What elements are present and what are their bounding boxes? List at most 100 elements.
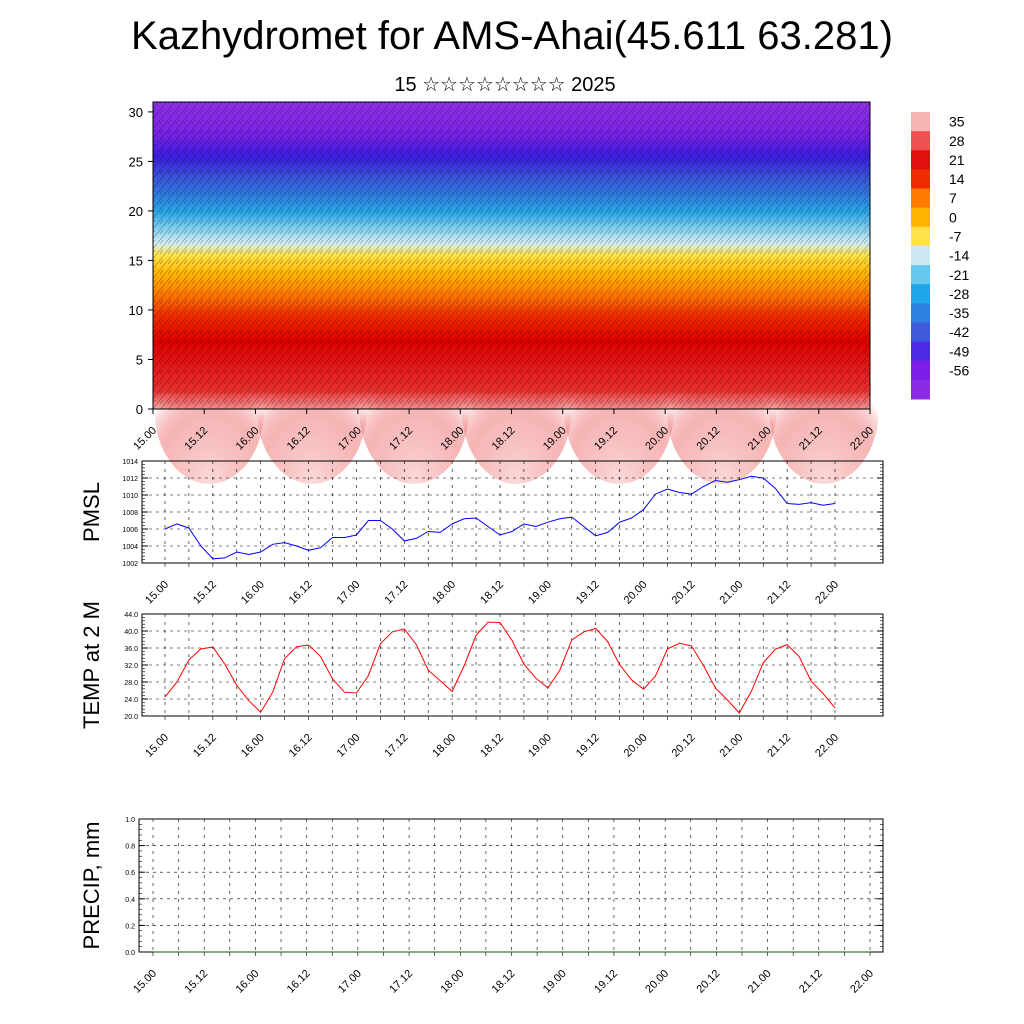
x-tick-label: 18.12 <box>478 579 506 607</box>
x-tick-label: 15.12 <box>191 732 219 760</box>
series-line <box>164 475 836 560</box>
y-axis-label: TEMP at 2 M <box>79 601 104 729</box>
y-tick-label: 0.8 <box>125 844 135 851</box>
x-tick-label: 17.12 <box>387 968 415 996</box>
colorbar-label: -14 <box>949 248 969 264</box>
x-tick-label: 20.00 <box>643 968 671 996</box>
x-tick-label: 15.12 <box>191 579 219 607</box>
y-tick-label: 0.2 <box>125 923 135 930</box>
y-tick-label: 1002 <box>122 561 138 568</box>
x-tick-label: 19.00 <box>526 732 554 760</box>
colorbar-cell <box>911 131 930 151</box>
colorbar-cell <box>911 188 930 209</box>
x-tick-label: 21.00 <box>717 732 745 760</box>
x-tick-label: 17.12 <box>382 579 410 607</box>
x-tick-label: 22.00 <box>813 579 841 607</box>
x-tick-label: 16.00 <box>239 732 267 760</box>
x-tick-label: 15.00 <box>143 732 171 760</box>
precip-panel: 0.0 0.2 0.4 0.6 0.8 1.0 15.00 15.12 16.00 16.12 17… <box>79 817 884 996</box>
y-tick-label: 20 <box>129 204 143 219</box>
x-tick-label: 21.12 <box>765 732 793 760</box>
y-tick-label: 1006 <box>122 527 138 534</box>
y-tick-label: 1010 <box>122 493 138 500</box>
x-tick-label: 21.12 <box>765 579 793 607</box>
y-tick-label: 30 <box>129 105 143 120</box>
y-tick-label: 1.0 <box>125 817 135 824</box>
x-tick-label: 16.12 <box>287 579 315 607</box>
x-tick-label: 21.00 <box>746 968 774 996</box>
y-tick-label: 10 <box>129 303 143 318</box>
x-tick-label: 20.00 <box>622 732 650 760</box>
colorbar-label: -42 <box>949 324 969 340</box>
y-tick-label: 0.4 <box>125 897 135 904</box>
y-tick-label: 20.0 <box>124 714 138 721</box>
x-tick-label: 20.00 <box>622 579 650 607</box>
colorbar-cell <box>911 284 930 304</box>
colorbar-label: 14 <box>949 171 965 187</box>
x-tick-label: 17.00 <box>336 968 364 996</box>
y-tick-label: 5 <box>136 352 143 367</box>
x-tick-label: 19.12 <box>574 732 602 760</box>
colorbar-label: 21 <box>949 152 965 168</box>
y-tick-label: 24.0 <box>124 697 138 704</box>
y-tick-label: 0 <box>136 402 143 417</box>
x-tick-label: 20.12 <box>695 968 723 996</box>
x-tick-label: 19.12 <box>592 968 620 996</box>
y-tick-label: 32.0 <box>124 663 138 670</box>
y-axis-label: PMSL <box>79 482 104 542</box>
x-tick-label: 21.12 <box>797 968 825 996</box>
colorbar-cell <box>911 112 930 132</box>
chart-subtitle: 15 ☆☆☆☆☆☆☆☆ 2025 <box>394 74 616 96</box>
temp-panel: 20.0 24.0 28.0 32.0 36.0 40.0 44.0 15.00 15.12 16… <box>79 601 884 760</box>
colorbar-label: -49 <box>949 343 969 359</box>
colorbar-cell <box>911 169 930 190</box>
y-tick-label: 28.0 <box>124 680 138 687</box>
y-tick-label: 1004 <box>122 544 138 551</box>
colorbar-cell <box>911 379 930 400</box>
x-tick-label: 19.00 <box>541 968 569 996</box>
colorbar: 35 28 21 14 7 0 -7 -14 -21 -28 -35 -42 -49 -56 <box>911 112 969 400</box>
x-tick-label: 15.00 <box>131 425 159 453</box>
colorbar-label: -21 <box>949 267 969 283</box>
x-tick-label: 22.00 <box>813 732 841 760</box>
x-tick-label: 18.12 <box>490 968 518 996</box>
y-tick-label: 0.6 <box>125 870 135 877</box>
x-tick-label: 20.12 <box>670 732 698 760</box>
y-tick-label: 1014 <box>122 459 138 466</box>
x-tick-label: 16.12 <box>287 732 315 760</box>
colorbar-cell <box>911 322 930 343</box>
colorbar-cell <box>911 226 930 247</box>
x-tick-label: 17.00 <box>335 732 363 760</box>
colorbar-cell <box>911 150 930 170</box>
x-tick-label: 16.00 <box>234 968 262 996</box>
colorbar-cell <box>911 303 930 323</box>
x-tick-label: 22.00 <box>848 968 876 996</box>
colorbar-cell <box>911 360 930 381</box>
colorbar-cell <box>911 265 930 285</box>
panel-frame <box>141 613 884 717</box>
colorbar-label: 7 <box>949 190 957 206</box>
x-tick-label: 20.12 <box>670 579 698 607</box>
x-tick-label: 18.00 <box>430 579 458 607</box>
y-tick-label: 44.0 <box>124 612 138 619</box>
x-tick-label: 15.00 <box>131 968 159 996</box>
x-tick-label: 18.12 <box>478 732 506 760</box>
x-tick-label: 17.00 <box>335 579 363 607</box>
colorbar-label: 0 <box>949 209 957 225</box>
x-tick-label: 19.12 <box>574 579 602 607</box>
y-axis-label: PRECIP, mm <box>79 822 104 950</box>
colorbar-cell <box>911 341 930 362</box>
x-tick-label: 16.12 <box>285 968 313 996</box>
colorbar-cell <box>911 207 930 228</box>
colorbar-label: -35 <box>949 305 969 321</box>
colorbar-label: 28 <box>949 133 965 149</box>
x-tick-label: 18.00 <box>438 968 466 996</box>
colorbar-cell <box>911 245 930 266</box>
colorbar-label: 35 <box>949 114 965 130</box>
cross-section-y-axis: 0 5 10 15 20 25 30 <box>129 105 153 417</box>
colorbar-label: -7 <box>949 228 962 244</box>
y-tick-label: 25 <box>129 154 143 169</box>
colorbar-label: -28 <box>949 286 969 302</box>
y-tick-label: 36.0 <box>124 646 138 653</box>
